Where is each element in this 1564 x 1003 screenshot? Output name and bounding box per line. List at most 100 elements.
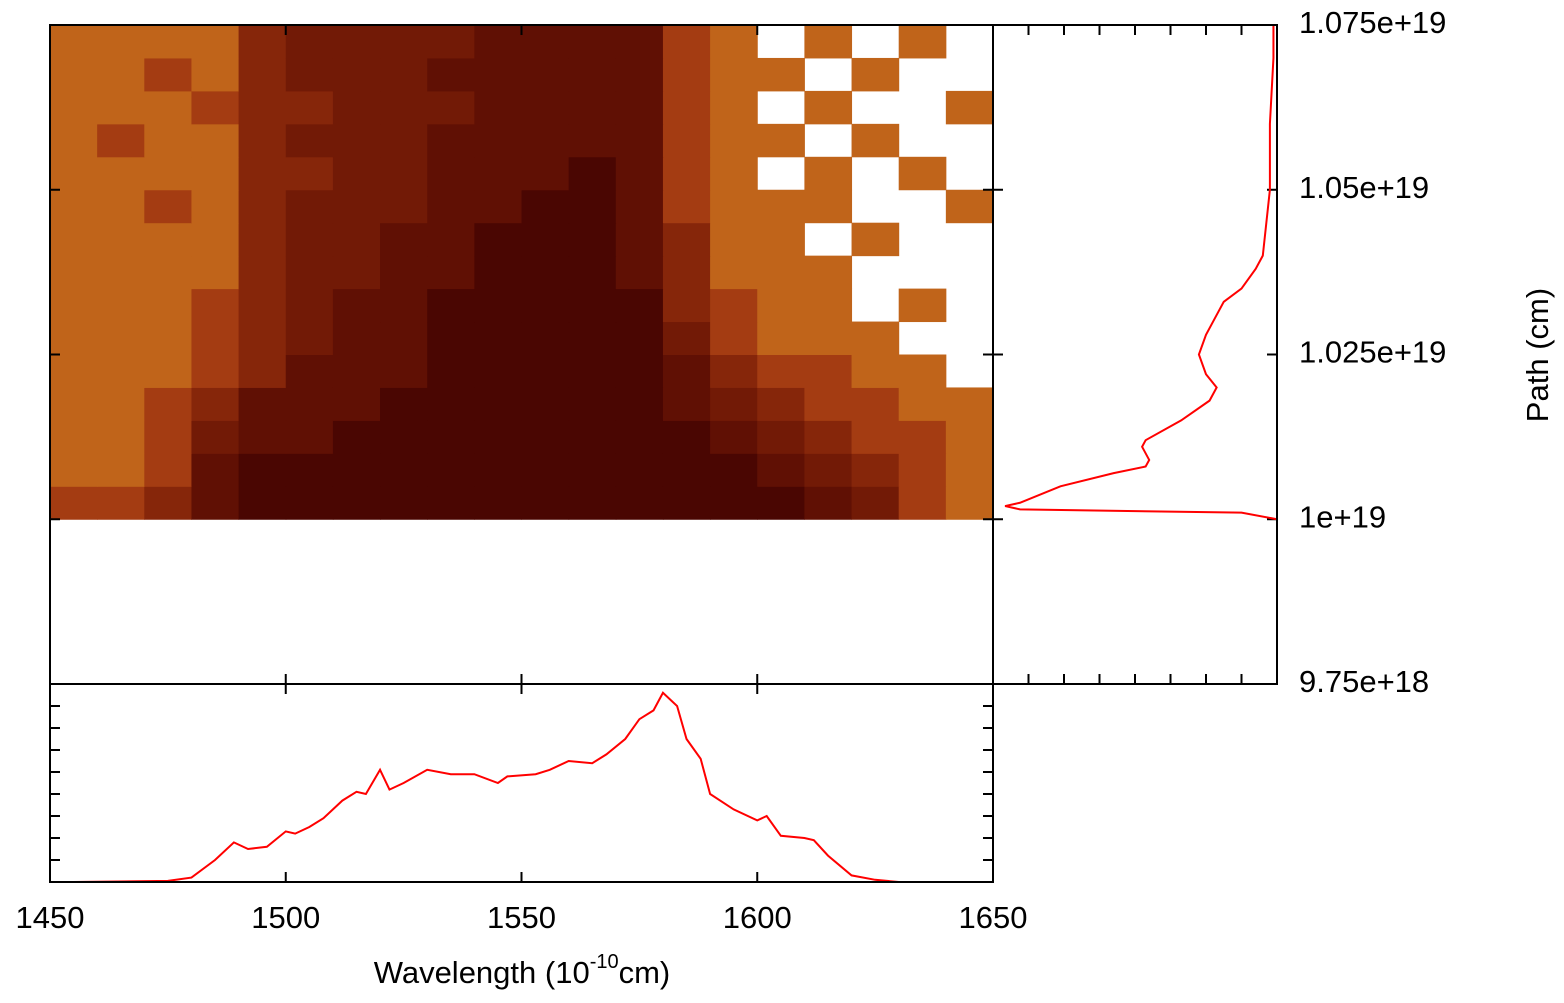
heat-cell bbox=[615, 453, 664, 487]
heat-cell bbox=[50, 156, 98, 191]
heat-cell bbox=[97, 486, 145, 520]
heat-cell bbox=[662, 288, 711, 323]
heat-cell bbox=[662, 486, 711, 520]
heat-cell bbox=[238, 288, 287, 323]
heat-cell bbox=[945, 189, 994, 224]
heat-cell bbox=[427, 486, 475, 520]
heat-cell bbox=[50, 57, 98, 92]
heat-cell bbox=[474, 189, 522, 224]
heat-cell bbox=[568, 387, 617, 421]
heat-cell bbox=[521, 453, 570, 487]
y-tick-label: 9.75e+18 bbox=[1299, 664, 1429, 699]
x-tick-label: 1500 bbox=[251, 900, 320, 935]
heat-cell bbox=[710, 486, 758, 520]
heat-cell bbox=[380, 57, 428, 92]
heat-cell bbox=[238, 321, 287, 355]
x-axis-label: Wavelength (10-10cm) bbox=[374, 951, 671, 990]
heat-cell bbox=[898, 156, 947, 191]
heat-cell bbox=[97, 255, 145, 290]
heat-cell bbox=[285, 453, 334, 487]
heat-cell bbox=[238, 189, 287, 224]
heat-cell bbox=[285, 486, 334, 520]
heat-cell bbox=[97, 453, 145, 487]
heat-cell bbox=[521, 222, 570, 257]
heat-cell bbox=[144, 420, 192, 454]
heat-cell bbox=[332, 387, 381, 421]
heat-cell bbox=[898, 288, 947, 323]
heat-cell bbox=[332, 123, 381, 158]
heat-cell bbox=[238, 255, 287, 290]
heat-cell bbox=[851, 222, 900, 257]
heat-cell bbox=[804, 420, 853, 454]
x-label-sup: -10 bbox=[590, 951, 619, 973]
heat-cell bbox=[474, 57, 522, 92]
heat-cell bbox=[521, 25, 570, 59]
heat-cell bbox=[615, 90, 664, 125]
heat-cell bbox=[757, 189, 805, 224]
heat-cell bbox=[332, 57, 381, 92]
heat-cell bbox=[380, 222, 428, 257]
heat-cell bbox=[50, 288, 98, 323]
heat-cell bbox=[427, 25, 475, 59]
heat-cell bbox=[238, 57, 287, 92]
heat-cell bbox=[285, 255, 334, 290]
heat-cell bbox=[50, 387, 98, 421]
heat-cell bbox=[238, 156, 287, 191]
heat-cell bbox=[615, 255, 664, 290]
heat-cell bbox=[521, 156, 570, 191]
heat-cell bbox=[285, 222, 334, 257]
heat-cell bbox=[757, 420, 805, 454]
heat-cell bbox=[238, 222, 287, 257]
heat-cell bbox=[521, 387, 570, 421]
heat-cell bbox=[521, 420, 570, 454]
heat-cell bbox=[380, 189, 428, 224]
heat-cell bbox=[285, 189, 334, 224]
heat-cell bbox=[144, 288, 192, 323]
heat-cell bbox=[898, 453, 947, 487]
heat-cell bbox=[191, 123, 240, 158]
heat-cell bbox=[568, 453, 617, 487]
heat-cell bbox=[662, 25, 711, 59]
profile-line bbox=[73, 691, 899, 883]
heat-cell bbox=[474, 25, 522, 59]
heat-cell bbox=[662, 420, 711, 454]
heat-cell bbox=[191, 222, 240, 257]
heat-cell bbox=[238, 453, 287, 487]
heat-cell bbox=[615, 57, 664, 92]
heat-cell bbox=[144, 486, 192, 520]
heat-cell bbox=[50, 222, 98, 257]
heat-cell bbox=[97, 189, 145, 224]
heat-cell bbox=[662, 354, 711, 388]
y-tick-label: 1.025e+19 bbox=[1299, 335, 1446, 370]
heat-cell bbox=[568, 156, 617, 191]
heat-cell bbox=[804, 90, 853, 125]
heat-cell bbox=[568, 90, 617, 125]
heat-cell bbox=[97, 123, 145, 158]
heat-cell bbox=[97, 25, 145, 59]
heat-cell bbox=[380, 420, 428, 454]
heat-cell bbox=[851, 321, 900, 355]
heat-cell bbox=[285, 25, 334, 59]
heat-cell bbox=[804, 25, 853, 59]
heat-cell bbox=[568, 123, 617, 158]
heat-cell bbox=[285, 156, 334, 191]
heat-cell bbox=[380, 255, 428, 290]
heat-cell bbox=[144, 57, 192, 92]
heat-cell bbox=[521, 288, 570, 323]
heat-cell bbox=[615, 486, 664, 520]
heat-cell bbox=[427, 255, 475, 290]
heat-cell bbox=[380, 288, 428, 323]
heat-cell bbox=[144, 25, 192, 59]
heat-cell bbox=[50, 453, 98, 487]
heat-cell bbox=[427, 420, 475, 454]
heat-cell bbox=[898, 25, 947, 59]
heat-cell bbox=[710, 255, 758, 290]
heat-cell bbox=[144, 123, 192, 158]
profile-line bbox=[1004, 25, 1278, 521]
heat-cell bbox=[568, 57, 617, 92]
heat-cell bbox=[191, 189, 240, 224]
heat-cell bbox=[710, 354, 758, 388]
heat-cell bbox=[945, 90, 994, 125]
heat-cell bbox=[757, 486, 805, 520]
